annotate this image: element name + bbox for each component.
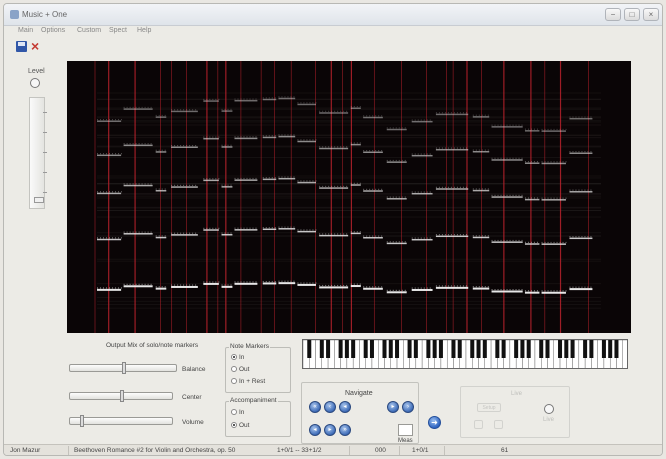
center-slider-thumb[interactable] [120,390,124,402]
menu-main[interactable]: Main [18,27,34,34]
window-title: Music + One [22,10,68,19]
nav-end-button[interactable]: » [339,424,351,436]
status-piece: Beethoven Romance #2 for Violin and Orch… [74,447,236,454]
menu-custom[interactable]: Custom [77,27,102,34]
accompaniment-in-radio[interactable]: In [231,409,244,416]
nav-play-button[interactable]: ▸ [324,424,336,436]
record-icon[interactable] [474,420,483,429]
navigate-group [301,382,419,444]
app-icon [10,10,19,19]
menu-help[interactable]: Help [137,27,152,34]
menu-spect[interactable]: Spect [109,27,127,34]
balance-slider[interactable] [69,362,177,374]
nav-forward-button[interactable]: ▸ [387,401,399,413]
accompaniment-out-radio[interactable]: Out [231,422,249,429]
menu-bar: Main Options Custom Spect Help [4,26,662,38]
title-bar: Music + One − □ × [4,4,662,26]
live-knob-label: Live [543,417,555,423]
level-slider-handle[interactable] [34,197,44,203]
maximize-button[interactable]: □ [624,8,640,21]
app-window: Music + One − □ × Main Options Custom Sp… [3,3,663,456]
nav-prev-button[interactable]: ‹ [324,401,336,413]
nav-rewind-button[interactable]: ◂ [309,424,321,436]
status-range: 1+0/1 -- 33+1/2 [277,447,322,454]
note-markers-title: Note Markers [229,343,271,350]
level-label: Level [28,68,45,75]
center-label: Center [182,394,202,401]
save-icon[interactable] [16,41,27,52]
spectrogram-display[interactable] [67,61,631,333]
close-file-icon[interactable]: × [31,38,40,54]
nav-next-button[interactable]: › [402,401,414,413]
arrow-right-icon[interactable]: ➜ [428,416,441,429]
measure-input[interactable] [398,424,413,436]
accompaniment-title: Accompaniment [229,397,278,404]
setup-button[interactable]: Setup [477,403,501,412]
balance-label: Balance [182,366,206,373]
level-knob[interactable] [30,78,40,88]
note-markers-out-radio[interactable]: Out [231,366,249,373]
live-panel [460,386,570,438]
volume-slider[interactable] [69,415,173,427]
menu-options[interactable]: Options [41,27,66,34]
minimize-button[interactable]: − [605,8,621,21]
navigate-title: Navigate [345,390,373,397]
volume-label: Volume [182,419,204,426]
balance-slider-thumb[interactable] [122,362,126,374]
status-counter: 000 [375,447,386,454]
status-user: Jon Mazur [10,447,41,454]
output-mix-title: Output Mix of solo/note markers [106,342,199,349]
nav-first-button[interactable]: « [309,401,321,413]
close-window-button[interactable]: × [643,8,659,21]
status-position: 1+0/1 [412,447,429,454]
measure-label: Meas [398,438,413,444]
live-knob[interactable] [544,404,554,414]
status-value: 61 [501,447,509,454]
accompaniment-group [225,401,291,437]
status-bar: Jon Mazur Beethoven Romance #2 for Violi… [4,444,662,455]
note-markers-in-radio[interactable]: In [231,354,244,361]
piano-keys [303,340,627,368]
live-panel-label: Live [511,391,523,397]
nav-back-button[interactable]: ◂ [339,401,351,413]
piano-keyboard[interactable] [302,339,628,369]
note-markers-in-rest-radio[interactable]: In + Rest [231,378,265,385]
volume-slider-thumb[interactable] [80,415,84,427]
monitor-icon[interactable] [494,420,503,429]
spectrogram-canvas [94,61,601,333]
center-slider[interactable] [69,390,173,402]
level-meter[interactable] [29,97,47,209]
